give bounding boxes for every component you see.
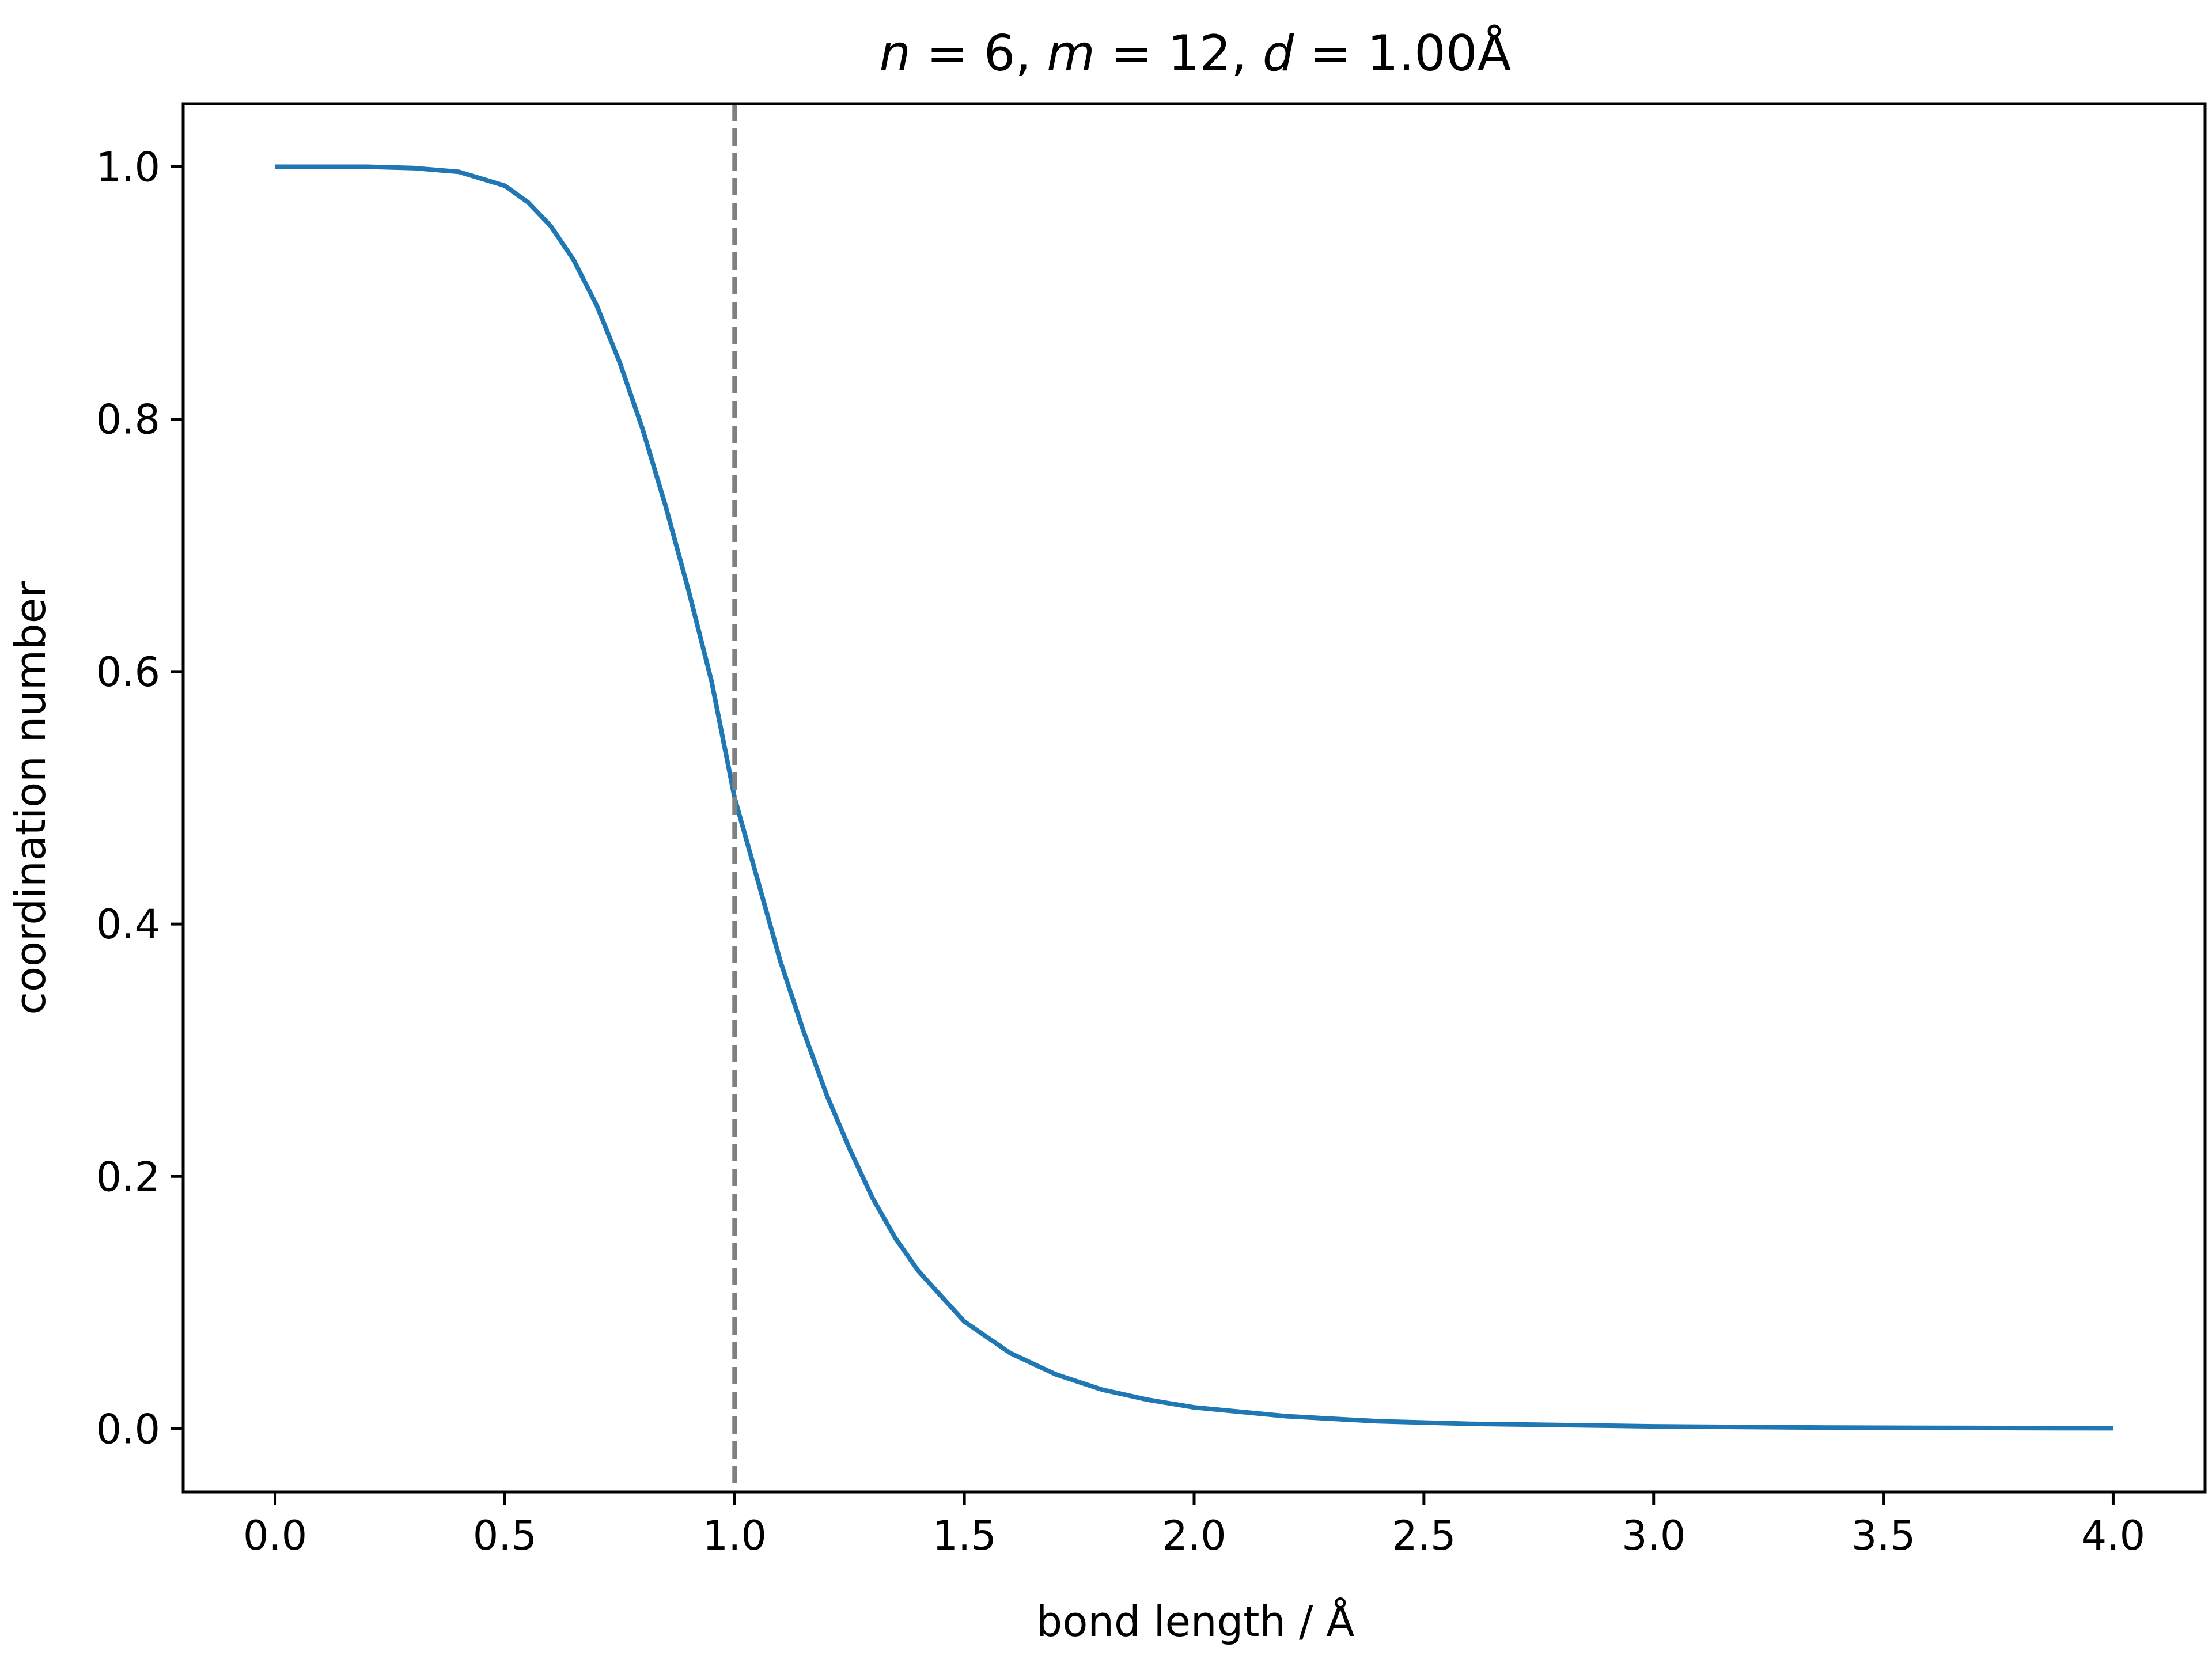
x-tick-label: 2.0 (1162, 1512, 1226, 1559)
title-part: = 12, (1095, 25, 1263, 82)
x-tick-label: 0.5 (473, 1512, 537, 1559)
x-tick-label: 0.0 (243, 1512, 307, 1559)
y-axis-label: coordination number (6, 581, 55, 1015)
x-tick-label: 1.0 (703, 1512, 767, 1559)
x-axis-label: bond length / Å (1036, 1597, 1355, 1646)
x-tick-label: 4.0 (2081, 1512, 2145, 1559)
title-part: n (880, 25, 911, 82)
plot-frame (181, 102, 2207, 1494)
title-part: m (1047, 25, 1095, 82)
series-line (275, 164, 2113, 1431)
plot-area (275, 104, 2113, 1492)
y-tick-label: 1.0 (96, 144, 160, 191)
x-tick-label: 3.0 (1622, 1512, 1685, 1559)
title-part: = 1.00Å (1294, 24, 1511, 82)
x-tick-label: 3.5 (1851, 1512, 1915, 1559)
axis-ticks: 0.0 0.5 1.0 1.5 2.0 2.5 3.0 3.5 4.0 0.0 0.2 0.4 0.6 0… (96, 144, 2145, 1559)
title-part: = 6, (911, 25, 1047, 82)
y-tick-label: 0.4 (96, 901, 160, 948)
y-tick-label: 0.8 (96, 396, 160, 444)
y-tick-label: 0.0 (96, 1406, 160, 1453)
x-tick-label: 2.5 (1392, 1512, 1456, 1559)
y-tick-label: 0.6 (96, 649, 160, 696)
chart-title: n = 6, m = 12, d = 1.00Å (880, 24, 1512, 82)
title-part: d (1263, 25, 1294, 82)
y-tick-label: 0.2 (96, 1153, 160, 1200)
x-tick-label: 1.5 (932, 1512, 996, 1559)
